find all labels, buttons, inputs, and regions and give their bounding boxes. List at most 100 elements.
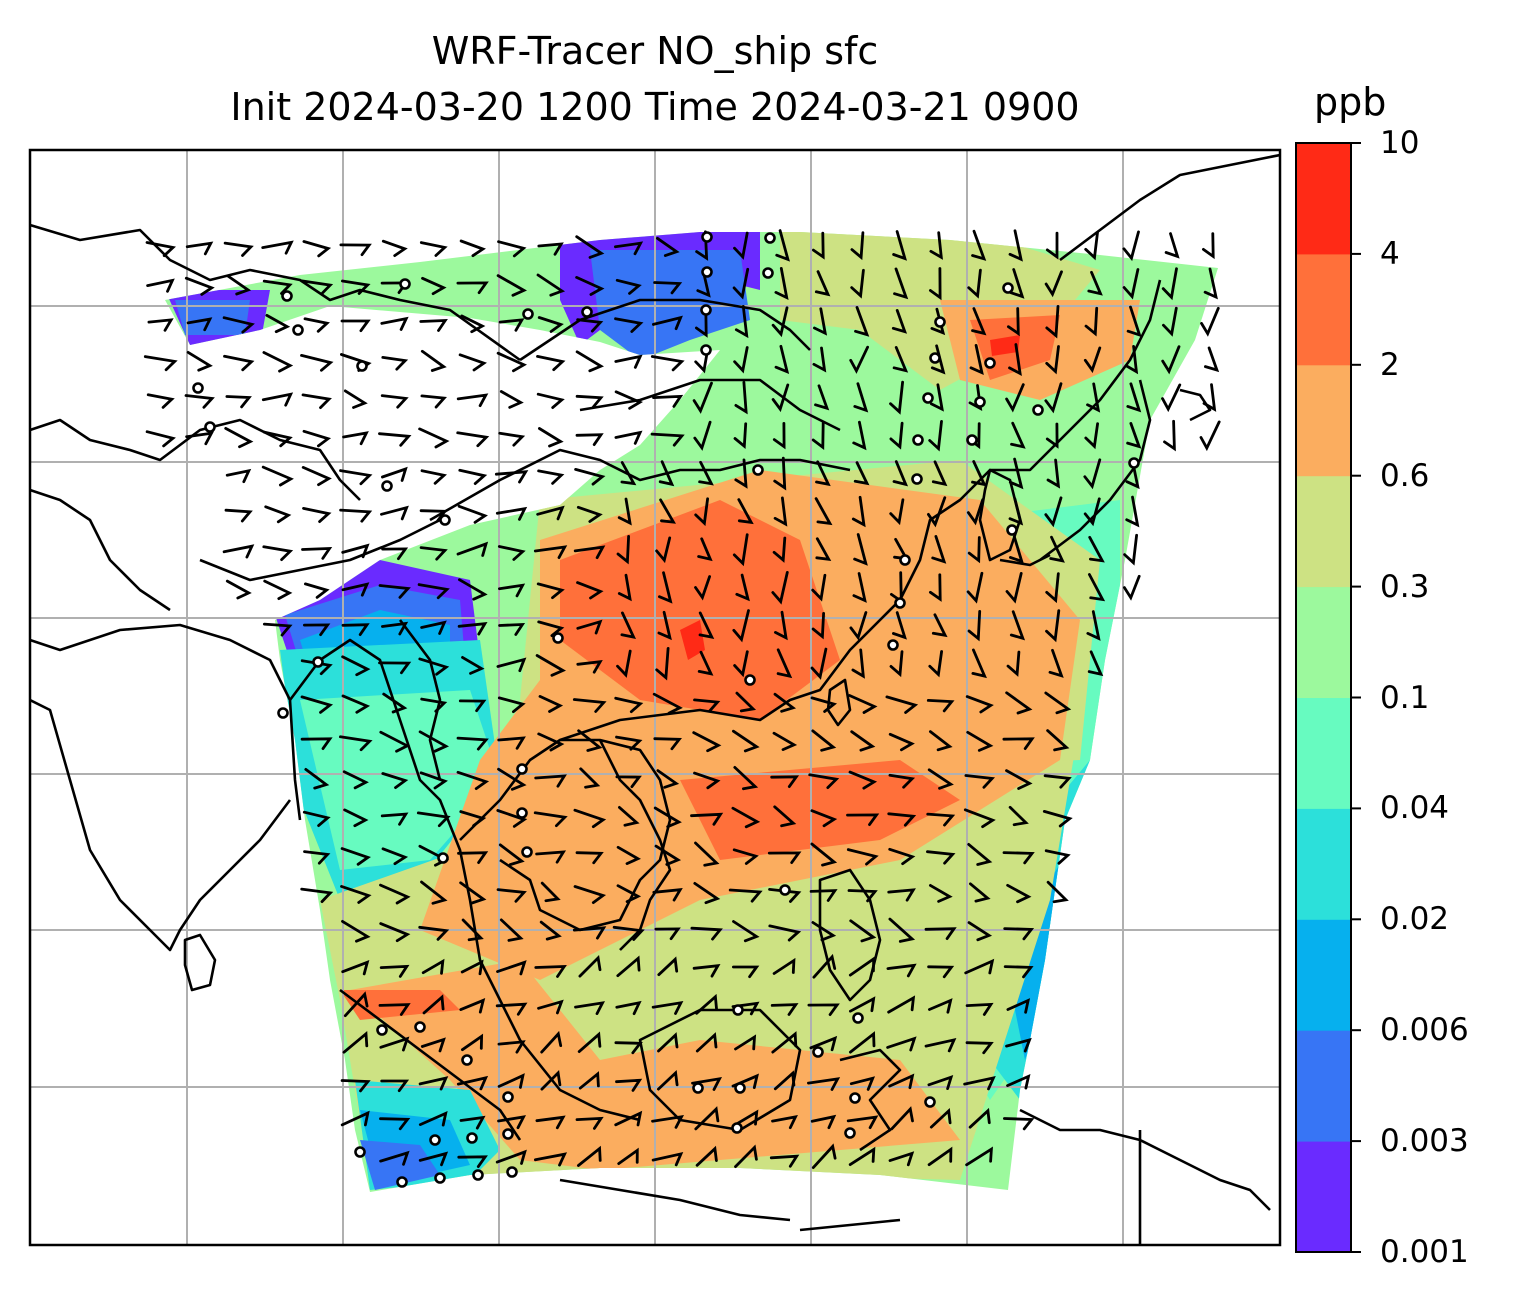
wind-barb bbox=[776, 648, 793, 679]
wind-barb bbox=[1083, 346, 1102, 374]
wind-barbs bbox=[143, 229, 1221, 1169]
wind-barb bbox=[731, 806, 761, 829]
wind-barb bbox=[575, 851, 604, 865]
wind-barb bbox=[419, 241, 448, 257]
calm-wind-circle bbox=[516, 763, 528, 775]
border-west-asia bbox=[30, 418, 361, 501]
wind-barb bbox=[342, 1030, 369, 1054]
wind-barb bbox=[809, 889, 838, 902]
wind-barb bbox=[697, 650, 714, 676]
calm-wind-circle bbox=[381, 480, 393, 492]
wind-barb bbox=[810, 842, 838, 867]
wind-barb bbox=[382, 692, 408, 714]
wind-barb bbox=[342, 431, 369, 446]
wind-barb bbox=[651, 1151, 684, 1167]
wind-barb bbox=[652, 692, 683, 715]
wind-barb bbox=[1124, 345, 1139, 375]
colorbar-ticks bbox=[1351, 142, 1361, 1253]
wind-barb bbox=[380, 812, 409, 826]
wind-barb bbox=[928, 998, 953, 1014]
wind-barb bbox=[927, 965, 955, 979]
wind-barb bbox=[774, 610, 788, 641]
wind-barb bbox=[695, 1032, 718, 1053]
wind-barb bbox=[929, 884, 953, 903]
wind-barb bbox=[1163, 419, 1176, 452]
wind-barb bbox=[1010, 421, 1026, 449]
wind-barb bbox=[614, 696, 644, 714]
wind-barb bbox=[494, 470, 529, 484]
colorbar-tick-label: 10 bbox=[1380, 125, 1420, 161]
wind-barb bbox=[418, 657, 450, 676]
wind-barb bbox=[422, 994, 445, 1015]
wind-barb bbox=[459, 239, 486, 258]
wind-barb bbox=[768, 888, 802, 903]
wind-barb bbox=[693, 771, 721, 790]
calm-wind-circle bbox=[439, 514, 451, 526]
wind-barb bbox=[576, 581, 604, 600]
wind-barb bbox=[381, 772, 409, 789]
wind-barb bbox=[184, 276, 215, 296]
wind-barb bbox=[498, 583, 526, 598]
wind-barb bbox=[419, 546, 448, 561]
wind-barb bbox=[732, 609, 750, 643]
wind-barb bbox=[971, 229, 987, 261]
wind-barb bbox=[461, 1033, 484, 1052]
wind-barb bbox=[537, 469, 565, 485]
wind-barb bbox=[771, 571, 789, 605]
coast-sumatra bbox=[339, 988, 522, 1141]
calm-wind-circle bbox=[966, 434, 978, 446]
wind-barb bbox=[1084, 306, 1099, 337]
wind-barb bbox=[735, 691, 757, 713]
wind-barb bbox=[969, 882, 991, 903]
wind-barb bbox=[304, 582, 330, 599]
wind-barb bbox=[691, 1076, 723, 1091]
wind-barb bbox=[379, 922, 411, 943]
wind-barb bbox=[814, 384, 830, 411]
wind-barb bbox=[770, 775, 800, 788]
calm-wind-circle bbox=[434, 1172, 446, 1184]
wind-barb bbox=[420, 620, 447, 635]
calm-wind-circle bbox=[502, 1091, 514, 1103]
wind-barb bbox=[846, 813, 880, 826]
wind-barb bbox=[695, 1145, 718, 1167]
wind-barb bbox=[656, 236, 680, 257]
wind-barb bbox=[694, 575, 711, 601]
wind-barb bbox=[223, 241, 254, 257]
wind-barb bbox=[536, 273, 566, 297]
wind-barb bbox=[341, 623, 370, 636]
wind-barb bbox=[811, 421, 825, 450]
wind-barb bbox=[1007, 307, 1020, 337]
wind-barb bbox=[614, 1110, 643, 1127]
wind-barb bbox=[579, 767, 601, 789]
wind-barb bbox=[1045, 305, 1060, 339]
wind-barb bbox=[145, 241, 176, 258]
wind-barb bbox=[697, 537, 713, 562]
calm-wind-circle bbox=[516, 807, 528, 819]
wind-barb bbox=[654, 927, 681, 941]
wind-barb bbox=[419, 318, 448, 332]
wind-barb bbox=[540, 881, 561, 903]
wind-barb bbox=[417, 583, 450, 600]
wind-barb bbox=[892, 611, 907, 640]
wind-barb bbox=[964, 958, 995, 975]
wind-barb bbox=[659, 498, 676, 524]
wind-barb bbox=[773, 456, 787, 491]
calm-wind-circle bbox=[762, 267, 774, 279]
wind-barb bbox=[887, 995, 916, 1014]
wind-barb bbox=[340, 847, 371, 866]
wind-barb bbox=[420, 1037, 446, 1053]
wind-barb bbox=[304, 768, 330, 790]
wind-barb bbox=[341, 694, 371, 714]
wind-barb bbox=[262, 430, 293, 448]
wind-barb bbox=[378, 1003, 411, 1016]
wind-barb bbox=[851, 648, 865, 679]
wind-barb bbox=[735, 573, 750, 602]
wind-barb bbox=[657, 610, 672, 641]
calm-wind-circle bbox=[399, 278, 411, 290]
colorbar-block-9 bbox=[1296, 143, 1351, 255]
wind-barb bbox=[578, 1071, 600, 1090]
wind-barb bbox=[495, 506, 528, 521]
wind-barb bbox=[458, 353, 487, 372]
wind-barb bbox=[534, 774, 567, 788]
wind-barb bbox=[458, 468, 488, 485]
